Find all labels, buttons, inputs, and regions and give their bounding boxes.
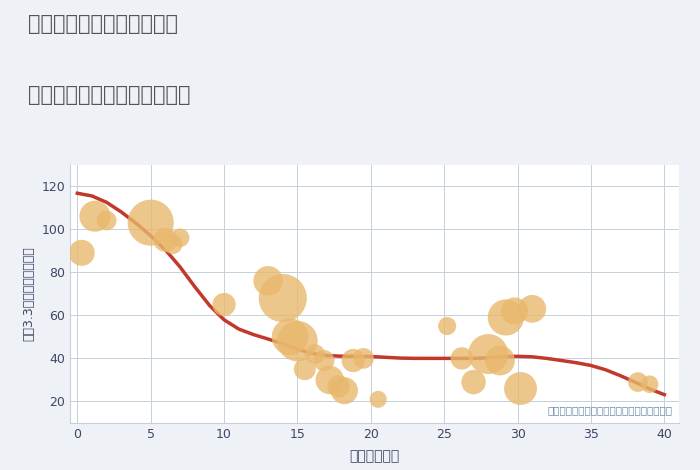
Point xyxy=(358,354,369,362)
Point xyxy=(442,322,453,330)
Point xyxy=(468,378,480,386)
Point xyxy=(526,305,538,313)
Point xyxy=(339,387,350,394)
Point xyxy=(101,217,112,224)
Y-axis label: 坪（3.3㎡）単価（万円）: 坪（3.3㎡）単価（万円） xyxy=(22,246,36,341)
Point xyxy=(348,357,359,364)
Point xyxy=(160,236,171,243)
Point xyxy=(515,385,526,392)
Point xyxy=(318,357,330,364)
Point xyxy=(509,307,520,315)
Text: 築年数別中古マンション価格: 築年数別中古マンション価格 xyxy=(28,85,190,105)
Point xyxy=(372,396,384,403)
Point xyxy=(284,333,295,341)
Point xyxy=(456,354,468,362)
Text: 円の大きさは、取引のあった物件面積を示す: 円の大きさは、取引のあった物件面積を示す xyxy=(548,405,673,415)
Point xyxy=(324,376,335,384)
Text: 兵庫県姫路市香寺町広瀬の: 兵庫県姫路市香寺町広瀬の xyxy=(28,14,178,34)
Point xyxy=(333,383,344,390)
Point xyxy=(482,350,493,358)
Point xyxy=(76,249,88,257)
Point xyxy=(500,313,512,321)
X-axis label: 築年数（年）: 築年数（年） xyxy=(349,449,400,463)
Point xyxy=(218,301,230,308)
Point xyxy=(262,277,274,284)
Point xyxy=(145,219,156,227)
Point xyxy=(299,365,310,373)
Point xyxy=(632,378,643,386)
Point xyxy=(174,234,186,242)
Point xyxy=(292,337,303,345)
Point xyxy=(309,350,321,358)
Point xyxy=(90,212,101,220)
Point xyxy=(494,357,505,364)
Point xyxy=(277,294,288,302)
Point xyxy=(644,381,655,388)
Point xyxy=(167,241,178,248)
